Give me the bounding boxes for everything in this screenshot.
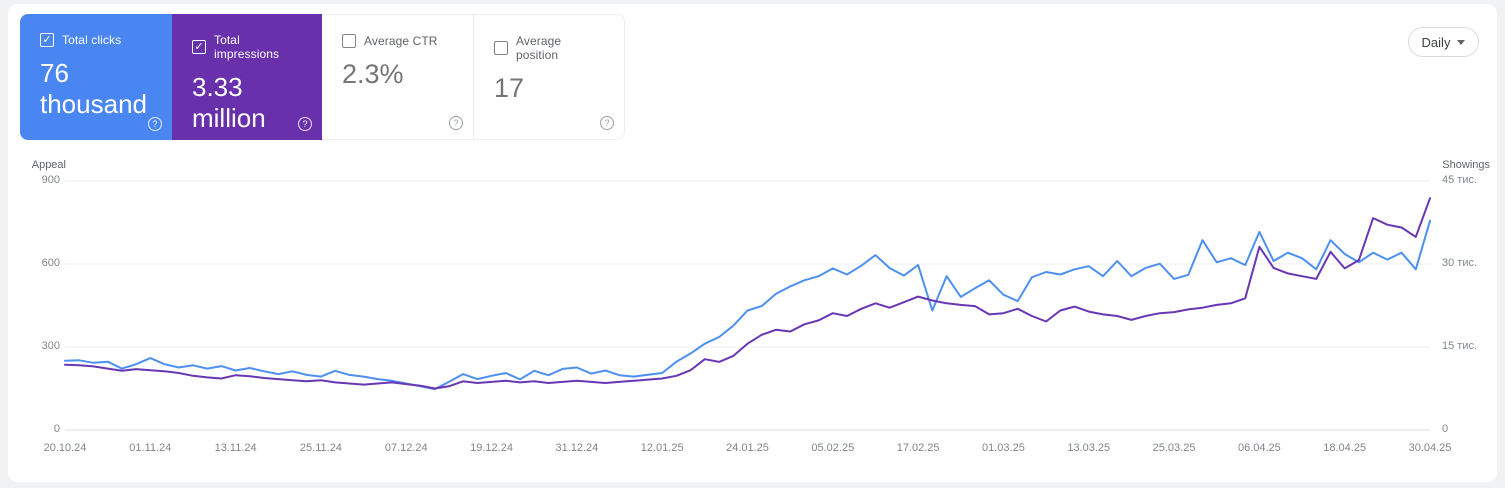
metric-value: 17 — [494, 73, 525, 103]
checkbox-total-impressions-icon[interactable]: ✓ — [192, 40, 206, 54]
help-icon[interactable]: ? — [600, 116, 614, 130]
granularity-label: Daily — [1421, 34, 1451, 50]
checkbox-average-position-icon[interactable] — [494, 41, 508, 55]
metric-value: 2.3% — [342, 59, 404, 89]
metric-value: 3.33 million — [192, 72, 266, 133]
metric-card-average-position[interactable]: Average position 17 ? — [473, 14, 625, 140]
help-icon[interactable]: ? — [148, 117, 162, 131]
metric-card-average-ctr[interactable]: Average CTR 2.3% ? — [322, 14, 473, 140]
metric-label: Average position — [516, 34, 562, 62]
metric-card-total-clicks[interactable]: ✓ Total clicks 76 thousand ? — [20, 14, 172, 140]
metric-card-total-impressions[interactable]: ✓ Total impressions 3.33 million ? — [172, 14, 322, 140]
help-icon[interactable]: ? — [298, 117, 312, 131]
granularity-dropdown[interactable]: Daily — [1408, 27, 1479, 57]
chevron-down-icon — [1457, 39, 1466, 45]
checkbox-average-ctr-icon[interactable] — [342, 34, 356, 48]
metric-label: Average CTR — [364, 34, 438, 48]
metric-value: 76 thousand — [40, 58, 147, 119]
metric-label: Total impressions — [214, 33, 280, 61]
metric-label: Total clicks — [62, 33, 122, 47]
help-icon[interactable]: ? — [449, 116, 463, 130]
checkbox-total-clicks-icon[interactable]: ✓ — [40, 33, 54, 47]
